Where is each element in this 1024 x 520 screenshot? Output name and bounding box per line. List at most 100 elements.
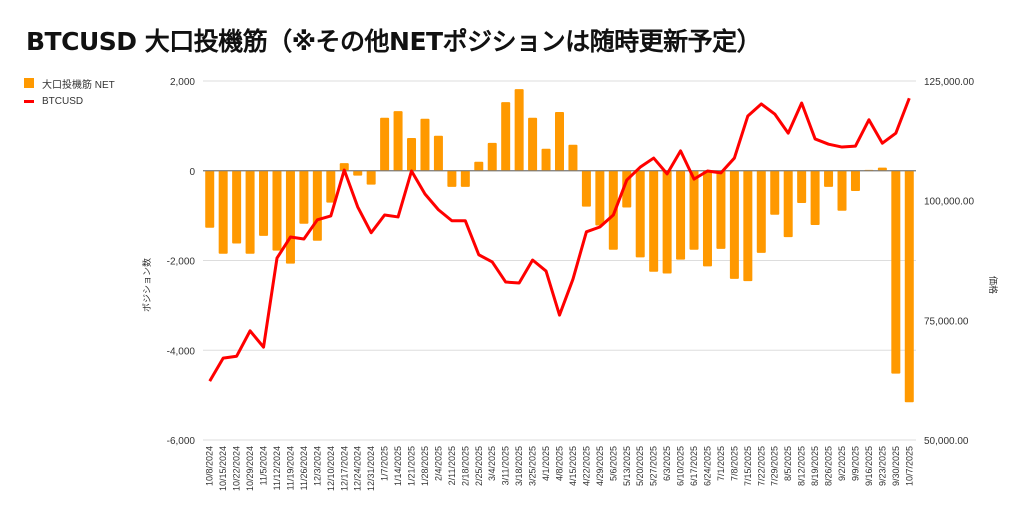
bar-net bbox=[850, 170, 860, 191]
chart-title: BTCUSD 大口投機筋（※その他NETポジションは随時更新予定） bbox=[26, 27, 762, 56]
bar-net bbox=[770, 170, 780, 215]
x-tick-label: 6/24/2025 bbox=[702, 446, 712, 486]
x-tick-label: 3/18/2025 bbox=[514, 446, 524, 486]
bar-net bbox=[460, 170, 470, 187]
bar-net bbox=[877, 167, 887, 171]
right-tick-label: 50,000.00 bbox=[924, 436, 969, 447]
bar-net bbox=[285, 170, 295, 264]
x-tick-label: 1/14/2025 bbox=[393, 446, 403, 486]
x-tick-label: 3/25/2025 bbox=[528, 446, 538, 486]
bar-net bbox=[487, 142, 497, 171]
x-tick-label: 10/29/2024 bbox=[245, 446, 255, 491]
bar-net bbox=[783, 170, 793, 238]
x-tick-label: 5/20/2025 bbox=[635, 446, 645, 486]
bar-net bbox=[662, 170, 672, 274]
x-tick-label: 7/8/2025 bbox=[729, 446, 739, 481]
bar-net bbox=[904, 170, 914, 403]
x-tick-label: 4/1/2025 bbox=[541, 446, 551, 481]
x-tick-label: 11/12/2024 bbox=[272, 446, 282, 490]
x-tick-label: 12/24/2024 bbox=[353, 446, 363, 491]
bar-net bbox=[393, 111, 403, 171]
x-tick-label: 7/29/2025 bbox=[770, 446, 780, 486]
bar-net bbox=[743, 170, 753, 282]
x-tick-label: 8/12/2025 bbox=[797, 446, 807, 486]
bar-net bbox=[218, 170, 228, 254]
left-axis-title: ポジション数 bbox=[141, 258, 152, 312]
x-tick-label: 4/15/2025 bbox=[568, 446, 578, 486]
x-tick-label: 11/5/2024 bbox=[259, 446, 269, 485]
bar-net bbox=[339, 163, 349, 171]
bar-net bbox=[756, 170, 766, 253]
bar-net bbox=[608, 170, 618, 250]
x-tick-label: 8/26/2025 bbox=[824, 446, 834, 486]
legend-label-net: 大口投機筋 NET bbox=[42, 79, 115, 91]
x-tick-label: 7/15/2025 bbox=[743, 446, 753, 486]
bar-net bbox=[702, 170, 712, 267]
x-tick-label: 9/2/2025 bbox=[837, 446, 847, 481]
bar-net bbox=[205, 170, 215, 228]
x-tick-label: 2/18/2025 bbox=[460, 446, 470, 486]
bar-net bbox=[326, 170, 336, 203]
x-tick-label: 1/21/2025 bbox=[407, 446, 417, 486]
bar-net bbox=[420, 118, 430, 171]
bar-net bbox=[528, 117, 538, 171]
bar-net bbox=[501, 102, 511, 171]
x-tick-label: 9/30/2025 bbox=[891, 446, 901, 486]
bar-net bbox=[635, 170, 645, 258]
bar-net bbox=[299, 170, 309, 224]
legend: 大口投機筋 NET BTCUSD bbox=[24, 74, 115, 110]
bar-net bbox=[407, 137, 417, 171]
bar-net bbox=[433, 135, 443, 171]
x-tick-label: 7/22/2025 bbox=[756, 446, 766, 486]
bar-net bbox=[447, 170, 457, 187]
x-tick-label: 12/3/2024 bbox=[312, 446, 322, 486]
bar-net bbox=[232, 170, 242, 244]
x-tick-label: 12/17/2024 bbox=[339, 446, 349, 491]
x-tick-label: 6/3/2025 bbox=[662, 446, 672, 481]
bar-net bbox=[891, 170, 901, 374]
bar-net bbox=[353, 170, 363, 176]
x-tick-label: 4/8/2025 bbox=[555, 446, 565, 481]
x-tick-label: 10/15/2024 bbox=[218, 446, 228, 491]
bar-net bbox=[366, 170, 376, 185]
x-tick-label: 12/10/2024 bbox=[326, 446, 336, 491]
x-tick-label: 11/19/2024 bbox=[285, 446, 295, 490]
bar-net bbox=[729, 170, 739, 279]
x-tick-label: 3/11/2025 bbox=[501, 446, 511, 485]
x-tick-label: 5/13/2025 bbox=[622, 446, 632, 486]
bar-net bbox=[595, 170, 605, 226]
bar-net bbox=[810, 170, 820, 226]
bar-net bbox=[676, 170, 686, 260]
bar-net bbox=[380, 117, 390, 171]
bar-net bbox=[824, 170, 834, 187]
x-tick-label: 1/28/2025 bbox=[420, 446, 430, 486]
x-tick-label: 6/10/2025 bbox=[676, 446, 686, 486]
bar-net bbox=[797, 170, 807, 204]
x-tick-label: 3/4/2025 bbox=[487, 446, 497, 481]
bar-net bbox=[245, 170, 255, 254]
x-tick-label: 8/5/2025 bbox=[783, 446, 793, 481]
bar-net bbox=[649, 170, 659, 272]
left-tick-label: -6,000 bbox=[167, 436, 196, 447]
bar-net bbox=[555, 111, 564, 171]
bar-net bbox=[312, 170, 322, 241]
x-tick-label: 10/8/2024 bbox=[205, 446, 215, 486]
legend-swatch-bar bbox=[24, 78, 34, 88]
x-tick-label: 4/22/2025 bbox=[581, 446, 591, 486]
x-tick-label: 10/22/2024 bbox=[232, 446, 242, 491]
right-tick-label: 100,000.00 bbox=[924, 197, 974, 208]
x-tick-label: 9/16/2025 bbox=[864, 446, 874, 486]
x-tick-label: 11/26/2024 bbox=[299, 446, 309, 490]
x-tick-label: 9/23/2025 bbox=[877, 446, 887, 486]
bar-net bbox=[272, 170, 282, 251]
x-tick-label: 2/11/2025 bbox=[447, 446, 457, 485]
x-tick-label: 4/29/2025 bbox=[595, 446, 605, 486]
legend-item-net: 大口投機筋 NET bbox=[24, 74, 115, 92]
x-tick-label: 12/31/2024 bbox=[366, 446, 376, 491]
left-tick-label: 2,000 bbox=[170, 77, 195, 88]
right-tick-label: 125,000.00 bbox=[924, 77, 974, 88]
legend-item-btcusd: BTCUSD bbox=[24, 92, 115, 110]
x-tick-label: 5/6/2025 bbox=[608, 446, 618, 481]
x-tick-label: 5/27/2025 bbox=[649, 446, 659, 486]
